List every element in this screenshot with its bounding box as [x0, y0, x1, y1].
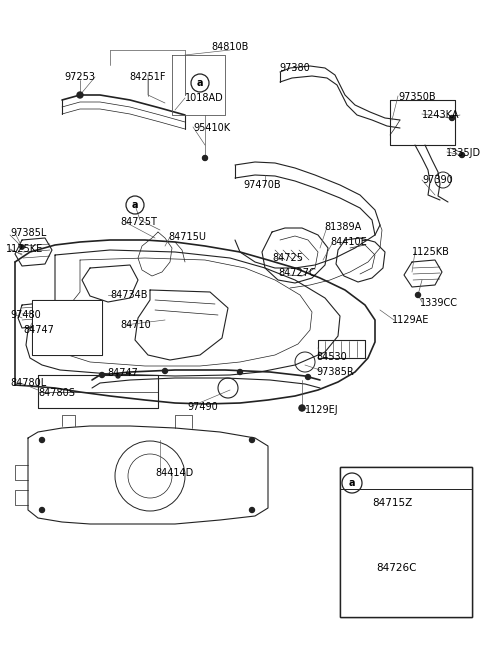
Circle shape: [460, 153, 464, 157]
Circle shape: [250, 508, 254, 512]
Circle shape: [163, 369, 168, 373]
Text: 97350B: 97350B: [398, 92, 436, 102]
Circle shape: [39, 508, 45, 512]
Bar: [32, 300, 102, 355]
Text: 84725: 84725: [272, 253, 303, 263]
Text: a: a: [349, 478, 355, 488]
Text: 1335JD: 1335JD: [446, 148, 480, 158]
Circle shape: [99, 373, 105, 377]
Text: 1125KB: 1125KB: [412, 247, 450, 257]
Text: 84410E: 84410E: [330, 237, 367, 247]
Text: 84414D: 84414D: [155, 468, 193, 478]
Text: 97490: 97490: [187, 402, 218, 412]
Text: 1129EJ: 1129EJ: [305, 405, 338, 415]
Circle shape: [238, 369, 242, 375]
Text: 84727C: 84727C: [278, 268, 316, 278]
Circle shape: [116, 374, 120, 378]
Text: 84726C: 84726C: [376, 563, 417, 573]
Text: 84715U: 84715U: [168, 232, 206, 242]
Circle shape: [20, 245, 24, 249]
Circle shape: [450, 116, 454, 120]
Text: 1125KE: 1125KE: [6, 244, 43, 254]
Text: 97390: 97390: [422, 175, 453, 185]
Text: 84710: 84710: [120, 320, 151, 330]
Text: 95410K: 95410K: [193, 123, 230, 133]
Text: 1129AE: 1129AE: [392, 315, 430, 325]
Text: 84780S: 84780S: [38, 388, 75, 398]
Text: 84734B: 84734B: [110, 290, 147, 300]
Circle shape: [20, 245, 24, 249]
Circle shape: [459, 153, 465, 157]
Text: 97380: 97380: [280, 63, 311, 73]
Circle shape: [299, 405, 305, 411]
Bar: [340, 467, 472, 617]
Text: 84725T: 84725T: [120, 217, 157, 227]
Text: 84747: 84747: [23, 325, 54, 335]
Text: a: a: [132, 200, 138, 210]
Text: 84251F: 84251F: [130, 72, 166, 82]
Text: 1018AD: 1018AD: [185, 93, 224, 103]
Circle shape: [203, 155, 207, 160]
Circle shape: [203, 156, 207, 160]
Text: 84810B: 84810B: [211, 42, 249, 52]
Text: 84780L: 84780L: [10, 378, 46, 388]
Circle shape: [250, 438, 254, 443]
Circle shape: [300, 405, 304, 411]
Circle shape: [305, 375, 311, 379]
Text: 84747: 84747: [107, 368, 138, 378]
Text: 97385R: 97385R: [316, 367, 354, 377]
Bar: [340, 467, 472, 617]
Text: 84530: 84530: [316, 352, 347, 362]
Circle shape: [77, 92, 83, 98]
Circle shape: [416, 293, 420, 297]
Text: 1339CC: 1339CC: [420, 298, 458, 308]
Text: 84715Z: 84715Z: [372, 498, 412, 508]
Text: a: a: [197, 78, 203, 88]
Text: 97470B: 97470B: [243, 180, 281, 190]
Text: 1243KA: 1243KA: [422, 110, 459, 120]
Text: 81389A: 81389A: [324, 222, 361, 232]
Text: 97480: 97480: [10, 310, 41, 320]
Text: 97385L: 97385L: [10, 228, 47, 238]
Circle shape: [39, 438, 45, 443]
Bar: [32, 300, 102, 355]
Text: 97253: 97253: [64, 72, 96, 82]
Circle shape: [449, 115, 455, 121]
